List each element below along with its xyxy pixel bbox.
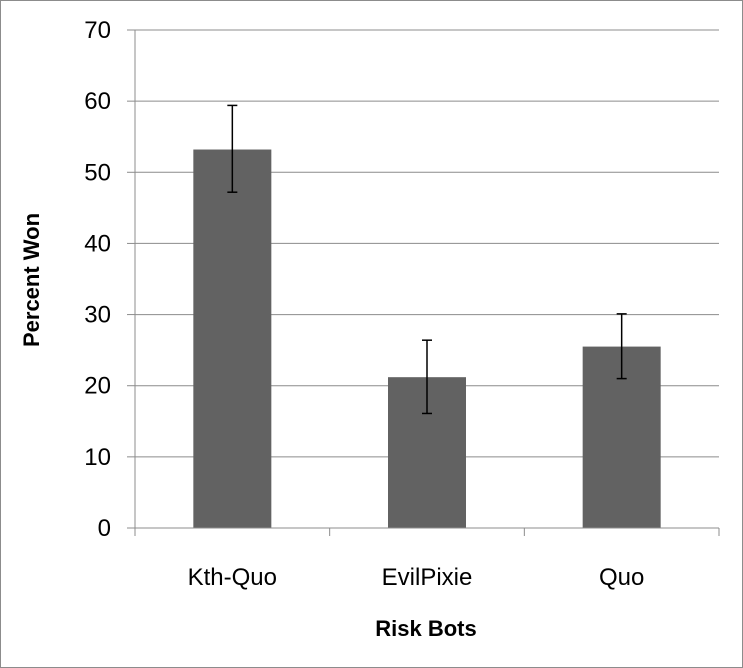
y-tick-label: 20 bbox=[84, 373, 111, 400]
x-tick-label: Quo bbox=[599, 564, 644, 591]
error-bars bbox=[227, 104, 627, 415]
x-tick-label: Kth-Quo bbox=[188, 564, 277, 591]
y-axis-title: Percent Won bbox=[19, 213, 44, 347]
axes bbox=[127, 29, 720, 536]
y-tick-labels: 0 10 20 30 40 50 60 70 bbox=[84, 17, 111, 542]
x-tick-label: EvilPixie bbox=[382, 564, 473, 591]
y-tick-label: 0 bbox=[98, 515, 111, 542]
x-axis-title: Risk Bots bbox=[375, 616, 476, 641]
y-tick-label: 10 bbox=[84, 444, 111, 471]
y-tick-label: 30 bbox=[84, 302, 111, 329]
bars bbox=[193, 149, 661, 528]
y-tick-label: 70 bbox=[84, 17, 111, 44]
bar-kth-quo bbox=[193, 149, 272, 528]
y-tick-label: 50 bbox=[84, 159, 111, 186]
y-tick-label: 40 bbox=[84, 230, 111, 257]
y-tick-label: 60 bbox=[84, 88, 111, 115]
x-tick-labels: Kth-Quo EvilPixie Quo bbox=[188, 564, 645, 591]
